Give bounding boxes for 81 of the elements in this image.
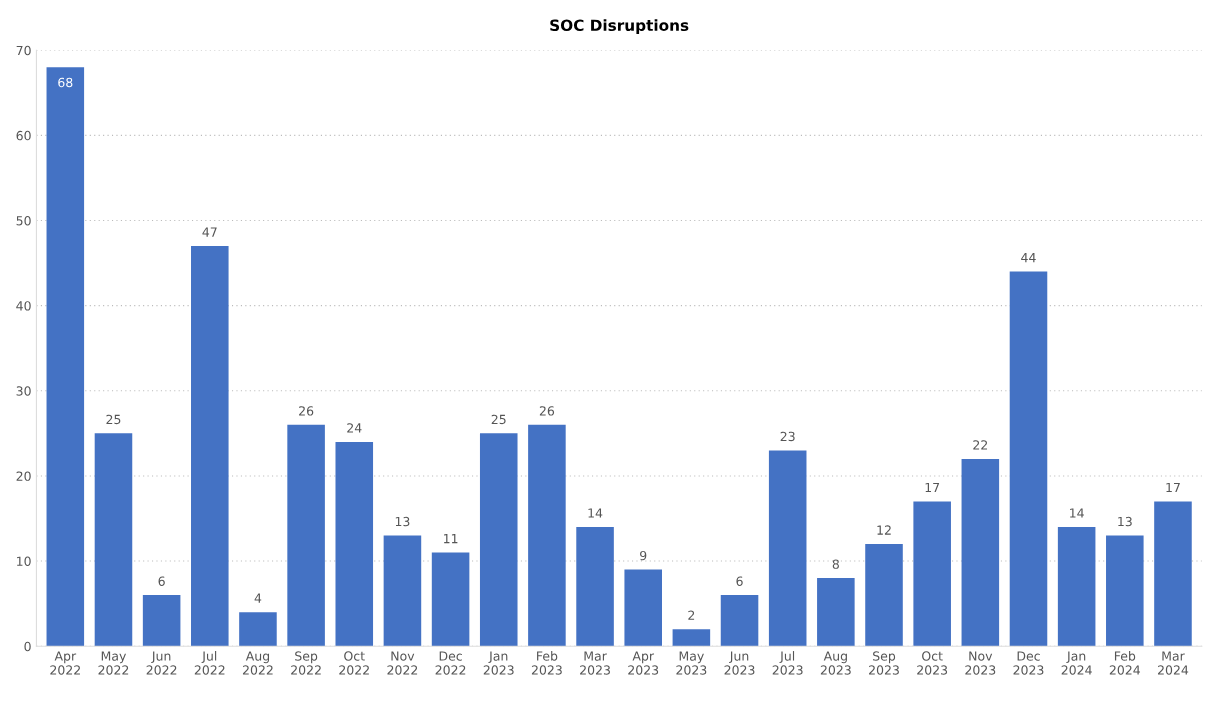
bar <box>1106 535 1144 647</box>
x-tick-label: Aug 2023 <box>820 651 851 675</box>
bar <box>672 629 711 647</box>
x-tick-label: Jul 2022 <box>194 651 225 675</box>
x-tick-label: May 2022 <box>98 651 129 675</box>
x-tick-label: Feb 2024 <box>1109 651 1141 675</box>
data-label: 26 <box>299 406 314 416</box>
bar <box>431 552 470 647</box>
x-tick-label: Mar 2023 <box>580 651 610 675</box>
data-label: 25 <box>491 414 506 425</box>
bar <box>528 424 566 647</box>
bar <box>720 595 759 647</box>
x-tick-label: Jun 2022 <box>146 651 177 675</box>
x-tick-label: Oct 2023 <box>917 651 948 675</box>
bar <box>961 458 1000 647</box>
data-label: 6 <box>736 576 743 586</box>
x-tick-label: Apr 2023 <box>628 651 659 675</box>
bar <box>865 544 903 647</box>
bar <box>624 569 662 647</box>
x-tick-label: Apr 2022 <box>50 651 80 675</box>
data-label: 47 <box>202 227 217 237</box>
x-tick-label: Jul 2023 <box>772 651 803 675</box>
bar <box>576 527 614 647</box>
x-tick-label: Feb 2023 <box>531 651 562 675</box>
data-label: 13 <box>395 516 410 527</box>
bar <box>479 433 518 647</box>
bar <box>335 441 374 647</box>
y-tick-label: 20 <box>16 471 31 481</box>
chart-title: SOC Disruptions <box>550 19 689 34</box>
bar <box>817 578 855 647</box>
data-label: 14 <box>588 508 603 518</box>
data-label: 4 <box>254 593 262 603</box>
x-tick-label: Oct 2022 <box>339 651 369 675</box>
bar <box>1057 527 1096 647</box>
bar <box>239 612 277 647</box>
x-tick-label: Jan 2024 <box>1061 651 1092 675</box>
bar <box>191 246 229 647</box>
data-label: 11 <box>444 534 458 544</box>
data-label: 25 <box>106 414 121 425</box>
x-tick-label: Sep 2023 <box>869 651 899 675</box>
data-label: 14 <box>1070 508 1084 518</box>
bar <box>142 595 181 647</box>
data-label: 26 <box>539 406 555 416</box>
y-tick-label: 40 <box>16 301 31 311</box>
bar <box>913 501 951 647</box>
data-label: 17 <box>1166 482 1180 493</box>
data-label: 24 <box>347 423 362 433</box>
data-label: 68 <box>58 77 73 88</box>
y-tick-label: 50 <box>16 216 31 226</box>
data-label: 17 <box>925 482 940 493</box>
x-tick-label: Nov 2022 <box>387 651 418 675</box>
x-tick-label: Dec 2023 <box>1013 651 1044 675</box>
bar <box>94 433 133 647</box>
x-tick-label: May 2023 <box>676 651 707 675</box>
bar <box>46 67 85 647</box>
y-tick-label: 0 <box>24 641 31 652</box>
data-label: 23 <box>780 431 795 442</box>
x-tick-label: Nov 2023 <box>965 651 996 675</box>
bar <box>1154 501 1192 647</box>
data-label: 6 <box>158 576 165 586</box>
bar <box>768 450 807 647</box>
data-label: 22 <box>973 440 988 450</box>
data-label: 2 <box>688 610 695 620</box>
x-tick-label: Mar 2024 <box>1157 651 1189 675</box>
y-tick-label: 70 <box>16 45 31 56</box>
x-tick-label: Jan 2023 <box>483 651 514 675</box>
y-tick-label: 10 <box>17 556 31 566</box>
bar <box>383 535 422 647</box>
x-tick-label: Dec 2022 <box>435 651 466 675</box>
data-label: 13 <box>1118 516 1132 527</box>
x-tick-label: Aug 2022 <box>242 651 273 675</box>
y-tick-label: 60 <box>16 130 31 141</box>
data-label: 12 <box>877 525 891 535</box>
x-tick-label: Sep 2022 <box>291 651 321 675</box>
bar <box>1009 271 1048 647</box>
bar <box>287 424 325 647</box>
data-label: 8 <box>832 559 839 569</box>
data-label: 9 <box>640 550 647 561</box>
data-label: 44 <box>1021 253 1036 263</box>
x-tick-label: Jun 2023 <box>724 651 755 675</box>
y-tick-label: 30 <box>16 386 31 396</box>
